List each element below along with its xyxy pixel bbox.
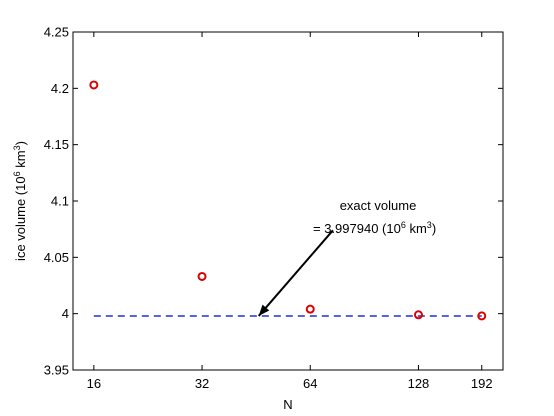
annotation-arrow-head bbox=[258, 304, 270, 316]
y-axis-label: ice volume (106 km3) bbox=[12, 141, 28, 261]
x-tick-label: 32 bbox=[195, 376, 209, 391]
y-tick-label: 4 bbox=[62, 306, 69, 321]
annotation-arrow-line bbox=[257, 229, 334, 317]
y-tick-label: 3.95 bbox=[44, 363, 69, 378]
y-tick-label: 4.2 bbox=[51, 81, 69, 96]
x-tick-label: 128 bbox=[408, 376, 430, 391]
x-tick-label: 64 bbox=[303, 376, 317, 391]
data-point bbox=[413, 310, 423, 320]
plot-layer: 3.95 4 4.05 4.1 4.15 4.2 4.25 16 32 64 128 192 Nice … bbox=[12, 25, 504, 412]
plot-frame bbox=[72, 31, 504, 371]
x-tick-label: 16 bbox=[87, 376, 101, 391]
data-point bbox=[89, 80, 99, 90]
y-tick-label: 4.05 bbox=[44, 250, 69, 265]
y-tick-label: 4.1 bbox=[51, 194, 69, 209]
annotation-line-2: = 3.997940 (106 km3) bbox=[313, 220, 436, 236]
data-point bbox=[197, 271, 207, 281]
data-point bbox=[477, 311, 487, 321]
x-axis-label: N bbox=[283, 397, 292, 412]
y-tick-label: 4.15 bbox=[44, 137, 69, 152]
data-point bbox=[305, 304, 315, 314]
y-tick-label: 4.25 bbox=[44, 25, 69, 40]
x-tick-label: 192 bbox=[471, 376, 493, 391]
annotation-line-1: exact volume bbox=[340, 198, 417, 213]
